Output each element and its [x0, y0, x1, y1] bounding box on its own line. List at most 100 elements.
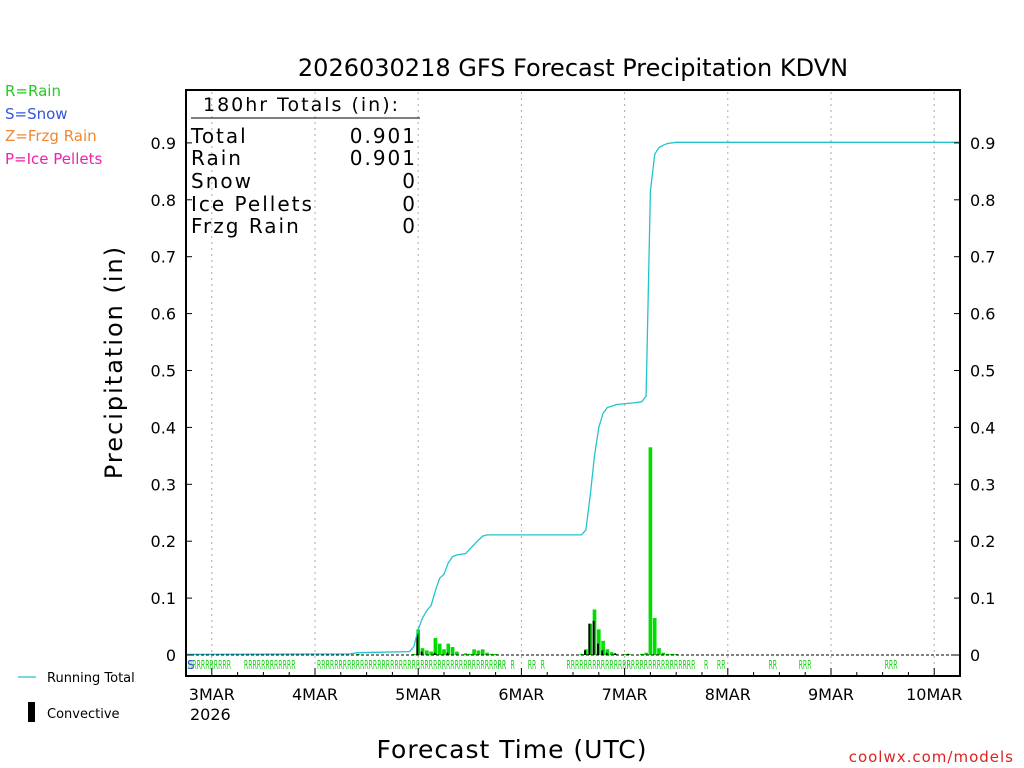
precip-bar	[493, 654, 498, 655]
convective-bar	[614, 653, 617, 655]
legend-frzg-rain: Z=Frzg Rain	[5, 127, 97, 145]
precip-bar	[433, 637, 438, 655]
precip-bar	[467, 653, 472, 655]
y-tick-label-left: 0.4	[151, 418, 176, 437]
precip-bar	[665, 653, 670, 655]
precip-bar	[424, 650, 429, 655]
chart-title: 2026030218 GFS Forecast Precipitation KD…	[298, 54, 848, 82]
y-tick-label-left: 0.7	[151, 248, 176, 267]
precip-bar	[489, 653, 494, 655]
legend-snow: S=Snow	[5, 105, 68, 123]
ptype-rain-mark: RRRRRRRRRRRRRRR	[566, 658, 631, 672]
x-axis: 3MAR 4MAR 5MAR 6MAR 7MAR 8MAR 9MAR 10MAR	[185, 668, 962, 704]
ptype-rain-mark: RR	[717, 658, 726, 672]
ptype-rain-mark: RR	[498, 658, 507, 672]
legend-convective-label: Convective	[47, 707, 120, 722]
precip-bar	[480, 649, 485, 655]
totals-label: Total	[190, 124, 248, 148]
ptype-rain-mark: R	[704, 658, 708, 672]
y-tick-label-left: 0.5	[151, 362, 176, 381]
convective-bar	[601, 650, 604, 655]
precip-bar	[412, 653, 416, 655]
x-tick-label: 9MAR	[808, 685, 854, 704]
precip-bar	[596, 629, 601, 655]
convective-bar	[446, 652, 449, 655]
convective-bar	[420, 651, 423, 655]
precip-bar	[485, 652, 489, 655]
ptype-rain-mark: RRRRRRRRRRRRRRRRRRRRRRRRRRRRRRRRRRRRRRRR…	[317, 658, 506, 672]
day-gridlines	[211, 92, 935, 674]
ptype-rain-mark: RR	[769, 658, 778, 672]
y-tick-label-left: 0.8	[151, 191, 176, 210]
precip-bar	[670, 653, 674, 655]
y-tick-label-right: 0.6	[970, 305, 995, 324]
y-axis-left: 0 0.1 0.2 0.3 0.4 0.5 0.6 0.7 0.8 0.9	[151, 134, 192, 665]
ptype-rain-mark: RRR	[885, 658, 898, 672]
totals-value: 0.901	[350, 124, 417, 148]
credit-text: coolwx.com/models	[849, 748, 1014, 766]
precip-bar	[476, 650, 481, 655]
totals-label: Ice Pellets	[191, 192, 314, 216]
legend-convective-swatch	[28, 702, 35, 722]
year-label: 2026	[190, 705, 231, 724]
convective-bar	[596, 643, 599, 655]
y-tick-label-right: 0.3	[970, 475, 995, 494]
y-axis-right: 0 0.1 0.2 0.3 0.4 0.5 0.6 0.7 0.8 0.9	[954, 134, 995, 665]
running-total-line	[185, 141, 960, 656]
legend-ice-pellets: P=Ice Pellets	[5, 150, 102, 168]
precip-bar	[446, 643, 451, 655]
y-tick-label-left: 0.1	[151, 589, 176, 608]
totals-box: 180hr Totals (in): Total 0.901 Rain 0.90…	[190, 94, 420, 238]
precip-bar	[472, 649, 476, 655]
precip-bar	[437, 643, 442, 655]
totals-label: Rain	[191, 146, 243, 170]
precip-bar	[605, 649, 610, 655]
y-tick-label-left: 0	[166, 646, 176, 665]
y-tick-label-right: 0.9	[970, 134, 995, 153]
precip-bar	[652, 618, 657, 655]
ptype-rain-mark: RRRRRRRRRR	[188, 658, 231, 672]
ptype-rain-mark: RRRRRRRRRRRR	[244, 658, 296, 672]
y-tick-label-right: 0	[970, 646, 980, 665]
y-tick-label-left: 0.9	[151, 134, 176, 153]
precip-bar	[622, 654, 627, 655]
x-tick-label: 8MAR	[705, 685, 751, 704]
y-tick-label-right: 0.2	[970, 532, 995, 551]
convective-bar	[605, 652, 608, 655]
totals-value: 0	[402, 214, 417, 238]
precip-bar	[429, 651, 433, 655]
totals-label: Frzg Rain	[191, 214, 301, 238]
x-tick-label: 5MAR	[395, 685, 441, 704]
convective-bar	[416, 633, 419, 655]
convective-bar	[584, 650, 587, 655]
precip-type-strip: RRRRRRRRRR RRRRRRRRRRRR RRRRRRRRRRRRRRRRRR…	[187, 658, 898, 672]
totals-heading: 180hr Totals (in):	[203, 94, 400, 116]
precip-bar	[657, 648, 661, 655]
precip-bar	[661, 652, 666, 655]
totals-label: Snow	[191, 169, 253, 193]
x-tick-label: 10MAR	[906, 685, 962, 704]
ptype-legend: R=Rain S=Snow Z=Frzg Rain P=Ice Pellets	[5, 82, 102, 168]
precip-bar	[442, 649, 446, 655]
x-axis-label: Forecast Time (UTC)	[377, 735, 648, 764]
x-tick-label: 3MAR	[189, 685, 235, 704]
ptype-rain-mark: RRR	[799, 658, 812, 672]
totals-value: 0	[402, 169, 417, 193]
convective-bars	[416, 620, 630, 655]
ptype-rain-mark: RRRRRRRRRRRRRRRR	[627, 658, 696, 672]
convective-bar	[433, 652, 436, 655]
ptype-rain-mark: R	[511, 658, 515, 672]
x-tick-label: 6MAR	[498, 685, 544, 704]
legend-running-total-label: Running Total	[47, 671, 135, 686]
precip-bar	[609, 652, 614, 655]
x-tick-label: 4MAR	[292, 685, 338, 704]
y-tick-label-right: 0.5	[970, 362, 995, 381]
ptype-rain-mark: RR	[528, 658, 537, 672]
totals-value: 0.901	[350, 146, 417, 170]
y-tick-label-left: 0.2	[151, 532, 176, 551]
ptype-rain-mark: R	[541, 658, 545, 672]
y-tick-label-right: 0.7	[970, 248, 995, 267]
precip-bar	[639, 653, 644, 655]
totals-value: 0	[402, 192, 417, 216]
